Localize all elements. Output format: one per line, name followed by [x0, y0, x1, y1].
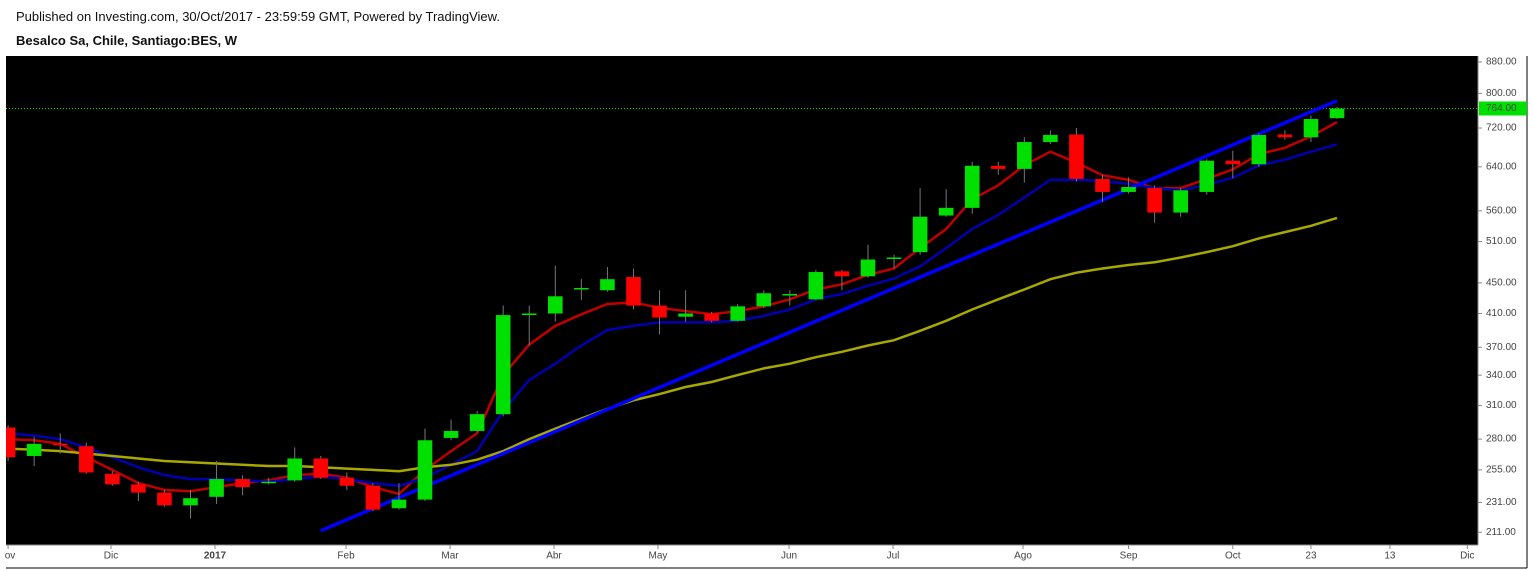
candle-body	[1329, 108, 1345, 119]
x-tick-label: Feb	[337, 551, 355, 562]
price-label-box	[1479, 101, 1527, 116]
y-tick-label: 510.00	[1486, 236, 1517, 247]
y-tick-label: 450.00	[1486, 277, 1517, 288]
candle-body	[1225, 160, 1241, 165]
indicator-line	[8, 216, 1338, 473]
candle-body	[886, 257, 902, 259]
x-tick-label: Dic	[1460, 551, 1474, 562]
candle-body	[808, 272, 824, 300]
candle-body	[1069, 134, 1084, 179]
candle-body	[287, 458, 303, 481]
price-label: 764.00	[1486, 103, 1517, 114]
x-tick-label: Jul	[887, 551, 900, 562]
candle-body	[782, 293, 798, 296]
x-tick-label: Oct	[1225, 551, 1241, 562]
candle-body	[6, 427, 16, 458]
y-tick-label: 640.00	[1486, 161, 1517, 172]
y-tick-label: 310.00	[1486, 400, 1517, 411]
candle-body	[391, 499, 407, 509]
x-tick-label: Mar	[441, 551, 459, 562]
candle-body	[469, 414, 485, 431]
candle-body	[1199, 160, 1215, 192]
candle-body	[78, 446, 94, 473]
x-tick-label: 2017	[204, 551, 227, 562]
candle-body	[1303, 119, 1319, 138]
indicator-line	[8, 121, 1338, 496]
x-tick-label: Ago	[1014, 551, 1032, 562]
plot-layer	[6, 99, 1478, 533]
plot-area	[6, 56, 1478, 545]
candle-body	[1147, 188, 1162, 213]
candle-body	[574, 287, 589, 290]
candle-body	[1173, 190, 1188, 213]
candle-body	[964, 165, 980, 208]
candle-body	[1251, 134, 1267, 165]
x-tick-label: 23	[1305, 551, 1317, 562]
y-tick-label: 370.00	[1486, 342, 1517, 353]
y-tick-label: 880.00	[1486, 57, 1517, 68]
candle-body	[261, 481, 276, 484]
candle-body	[52, 443, 68, 446]
x-tick-label: 13	[1384, 551, 1396, 562]
candle-body	[183, 498, 198, 506]
candle-body	[443, 430, 459, 438]
candle-body	[313, 458, 329, 478]
candle-body	[1121, 186, 1136, 192]
x-tick-label: Sep	[1120, 551, 1138, 562]
candle-body	[131, 484, 146, 493]
candle-body	[1095, 178, 1110, 192]
y-tick-label: 280.00	[1486, 434, 1517, 445]
candle-body	[1017, 142, 1032, 169]
x-tick-label: May	[649, 551, 668, 562]
candle-body	[105, 473, 120, 485]
candle-body	[626, 277, 641, 306]
candle-body	[652, 305, 667, 318]
candle-body	[235, 479, 250, 488]
published-note: Published on Investing.com, 30/Oct/2017 …	[16, 9, 500, 24]
y-tick-label: 560.00	[1486, 205, 1517, 216]
y-tick-label: 211.00	[1486, 527, 1516, 538]
y-tick-label: 720.00	[1486, 123, 1517, 134]
y-tick-label: 340.00	[1486, 370, 1517, 381]
candle-body	[521, 313, 537, 316]
x-tick-label: Jun	[781, 551, 797, 562]
candle-body	[209, 479, 224, 497]
candle-body	[704, 313, 719, 321]
y-tick-label: 800.00	[1486, 88, 1517, 99]
indicator-line	[7, 143, 1338, 488]
candle-body	[157, 492, 172, 506]
y-tick-label: 410.00	[1486, 308, 1517, 319]
x-tick-label: Dic	[104, 551, 118, 562]
x-tick-label: Abr	[546, 551, 562, 562]
candle-body	[730, 306, 745, 321]
candle-body	[938, 207, 954, 216]
candle-body	[1043, 134, 1058, 143]
candle-body	[600, 279, 615, 291]
x-tick-label: ov	[5, 551, 16, 562]
candle-body	[860, 259, 876, 277]
candle-body	[756, 293, 772, 307]
candle-body	[548, 296, 563, 314]
candle-body	[912, 216, 928, 253]
candle-body	[339, 477, 355, 486]
symbol-title: Besalco Sa, Chile, Santiago:BES, W	[16, 33, 238, 48]
candle-body	[990, 165, 1006, 169]
candle-body	[26, 443, 42, 456]
candle-body	[834, 271, 850, 277]
y-tick-label: 231.00	[1486, 497, 1517, 508]
candle-body	[417, 440, 433, 500]
candle-body	[495, 315, 511, 415]
trendline	[320, 99, 1338, 533]
candle-body	[365, 485, 381, 510]
candle-body	[1277, 134, 1293, 138]
candle-body	[678, 313, 693, 317]
y-tick-label: 255.00	[1486, 465, 1517, 476]
